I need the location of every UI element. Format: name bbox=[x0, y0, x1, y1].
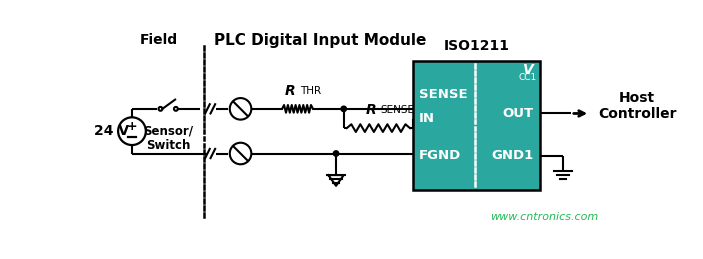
Text: IN: IN bbox=[419, 112, 435, 125]
Text: V: V bbox=[523, 63, 534, 77]
Text: Field: Field bbox=[140, 33, 178, 47]
Text: +: + bbox=[127, 120, 137, 133]
Text: THR: THR bbox=[300, 86, 321, 96]
Text: CC1: CC1 bbox=[519, 73, 537, 82]
Text: Sensor/
Switch: Sensor/ Switch bbox=[143, 124, 193, 152]
Circle shape bbox=[333, 151, 339, 156]
Text: FGND: FGND bbox=[419, 149, 461, 162]
Text: SENSE: SENSE bbox=[381, 105, 415, 115]
Text: SENSE: SENSE bbox=[419, 88, 467, 101]
Text: OUT: OUT bbox=[503, 107, 534, 120]
Bar bbox=[413, 61, 540, 190]
Text: 24 V: 24 V bbox=[94, 124, 129, 138]
Text: R: R bbox=[366, 103, 376, 117]
Circle shape bbox=[341, 106, 347, 112]
Text: PLC Digital Input Module: PLC Digital Input Module bbox=[214, 33, 427, 48]
Text: Host
Controller: Host Controller bbox=[598, 91, 676, 121]
Text: GND1: GND1 bbox=[491, 149, 534, 162]
Text: R: R bbox=[285, 84, 295, 98]
Text: ISO1211: ISO1211 bbox=[444, 39, 510, 53]
Text: www.cntronics.com: www.cntronics.com bbox=[490, 212, 598, 222]
